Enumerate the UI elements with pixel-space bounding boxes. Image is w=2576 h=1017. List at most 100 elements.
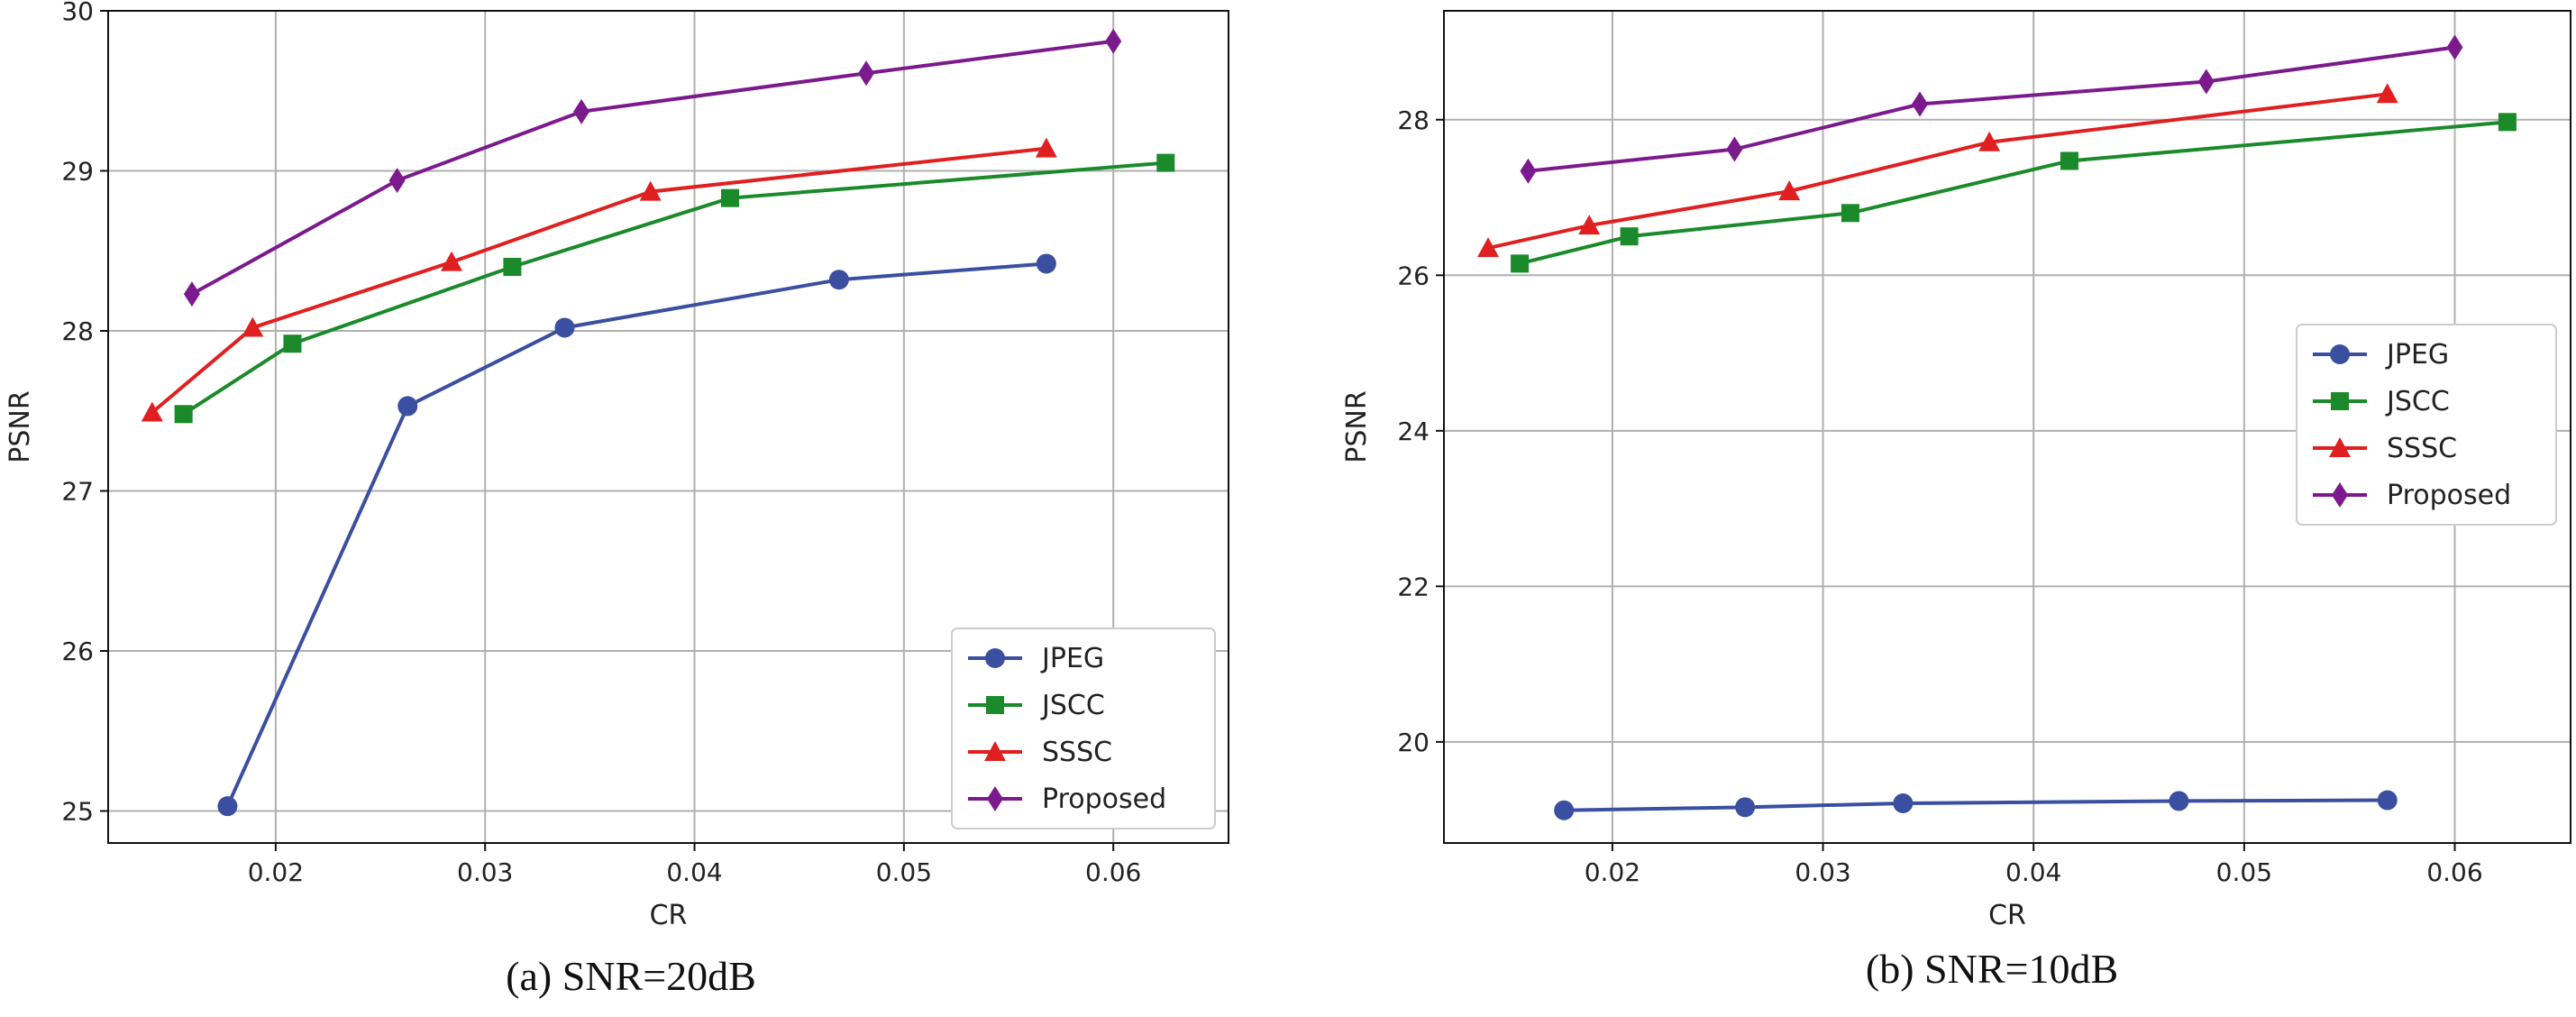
legend: JPEG JSCC SSSC Proposed [2296,324,2557,526]
y-tick-label: 25 [61,797,94,827]
series-proposed [1520,34,2463,184]
data-point [721,188,740,207]
legend-label: SSSC [2387,433,2457,464]
data-point [242,316,264,337]
x-tick-label: 0.05 [876,857,932,887]
data-point [1735,797,1756,818]
legend-box [2296,324,2557,526]
data-point [1912,91,1929,117]
legend-marker [2331,392,2349,410]
series-line [1519,120,2508,266]
data-point [183,281,200,307]
data-point [1841,204,1859,223]
figure-caption: (b) SNR=10dB [1866,946,2118,992]
y-tick-label: 26 [61,637,94,666]
data-point [1726,136,1743,162]
y-tick-label: 22 [1397,572,1430,601]
data-point [1511,254,1530,273]
data-point [1893,793,1914,814]
data-point [1778,180,1801,201]
x-tick-label: 0.03 [457,857,513,887]
series-line [151,146,1047,415]
x-tick-label: 0.06 [2426,857,2482,887]
series-line [1528,45,2455,173]
legend-entry: JSCC [968,690,1105,721]
y-axis-label: PSNR [1341,390,1373,463]
y-tick-label: 24 [1397,417,1430,446]
series-proposed [183,28,1122,307]
legend-box [951,628,1216,829]
data-point [1105,28,1122,54]
y-tick-label: 26 [1397,261,1430,290]
y-tick-label: 28 [1397,105,1430,135]
data-point [217,796,238,817]
data-point [1156,153,1175,172]
x-tick-label: 0.06 [1085,857,1141,887]
data-point [1035,137,1057,158]
series-line [1487,92,2388,251]
data-point [2197,69,2215,95]
data-point [388,168,406,194]
data-point [573,98,590,124]
legend-marker [987,786,1003,811]
legend-entry: JPEG [968,643,1104,674]
chart-b: 0.02 0.03 0.04 0.05 0.06 20 22 24 26 28 CR PSNR JPEG… [1341,10,2571,992]
legend-label: JSCC [1040,690,1105,721]
series-line [1564,798,2388,812]
data-point [1554,800,1575,820]
series-jpeg [217,253,1056,817]
data-point [441,251,463,271]
series-line [190,39,1114,296]
legend-label: JPEG [1040,643,1104,674]
y-tick-label: 30 [61,0,94,26]
x-tick-label: 0.02 [1585,857,1640,887]
data-point [2169,791,2189,811]
legend-label: SSSC [1042,737,1112,768]
y-tick-label: 20 [1397,728,1430,757]
legend-entry: JPEG [2313,339,2449,371]
data-point [2376,83,2398,104]
x-tick-label: 0.05 [2216,857,2272,887]
x-axis-label: CR [1988,900,2026,931]
data-point [397,396,418,417]
data-point [1620,227,1639,246]
plot-frame [1443,10,2571,844]
data-point [283,334,302,353]
legend-label: JSCC [2385,386,2450,417]
data-point [1036,253,1056,274]
data-point [2498,113,2517,132]
series-jpeg [1554,790,2398,820]
data-point [1978,131,2001,151]
legend-marker [985,648,1005,668]
legend-label: JPEG [2385,339,2449,371]
legend-entry: Proposed [968,783,1166,815]
legend-label: Proposed [2387,480,2511,511]
legend-entry: JSCC [2313,386,2450,417]
y-tick-label: 28 [61,316,94,346]
series-jscc [174,153,1175,424]
plot-frame [107,10,1229,844]
data-point [174,405,193,424]
data-point [141,401,163,422]
series-line [225,261,1047,807]
figure-caption: (a) SNR=20dB [506,953,756,999]
chart-a: 0.02 0.03 0.04 0.05 0.06 25 26 27 28 29 30 CR PSNR JP… [5,0,1229,999]
series-sssc [141,137,1057,422]
y-axis-label: PSNR [5,390,36,463]
x-tick-label: 0.04 [2005,857,2061,887]
data-point [2060,151,2078,170]
legend-marker [2332,482,2348,508]
legend-entry: Proposed [2313,480,2511,511]
x-tick-label: 0.03 [1795,857,1850,887]
data-point [2446,34,2463,60]
legend-entry: SSSC [2313,433,2457,464]
x-tick-label: 0.02 [248,857,304,887]
data-point [2377,790,2398,811]
legend-marker [2329,437,2351,457]
series-sssc [1477,83,2398,258]
legend-entry: SSSC [968,737,1112,768]
series-line [182,160,1166,416]
legend-marker [986,696,1004,714]
data-point [1578,215,1601,235]
